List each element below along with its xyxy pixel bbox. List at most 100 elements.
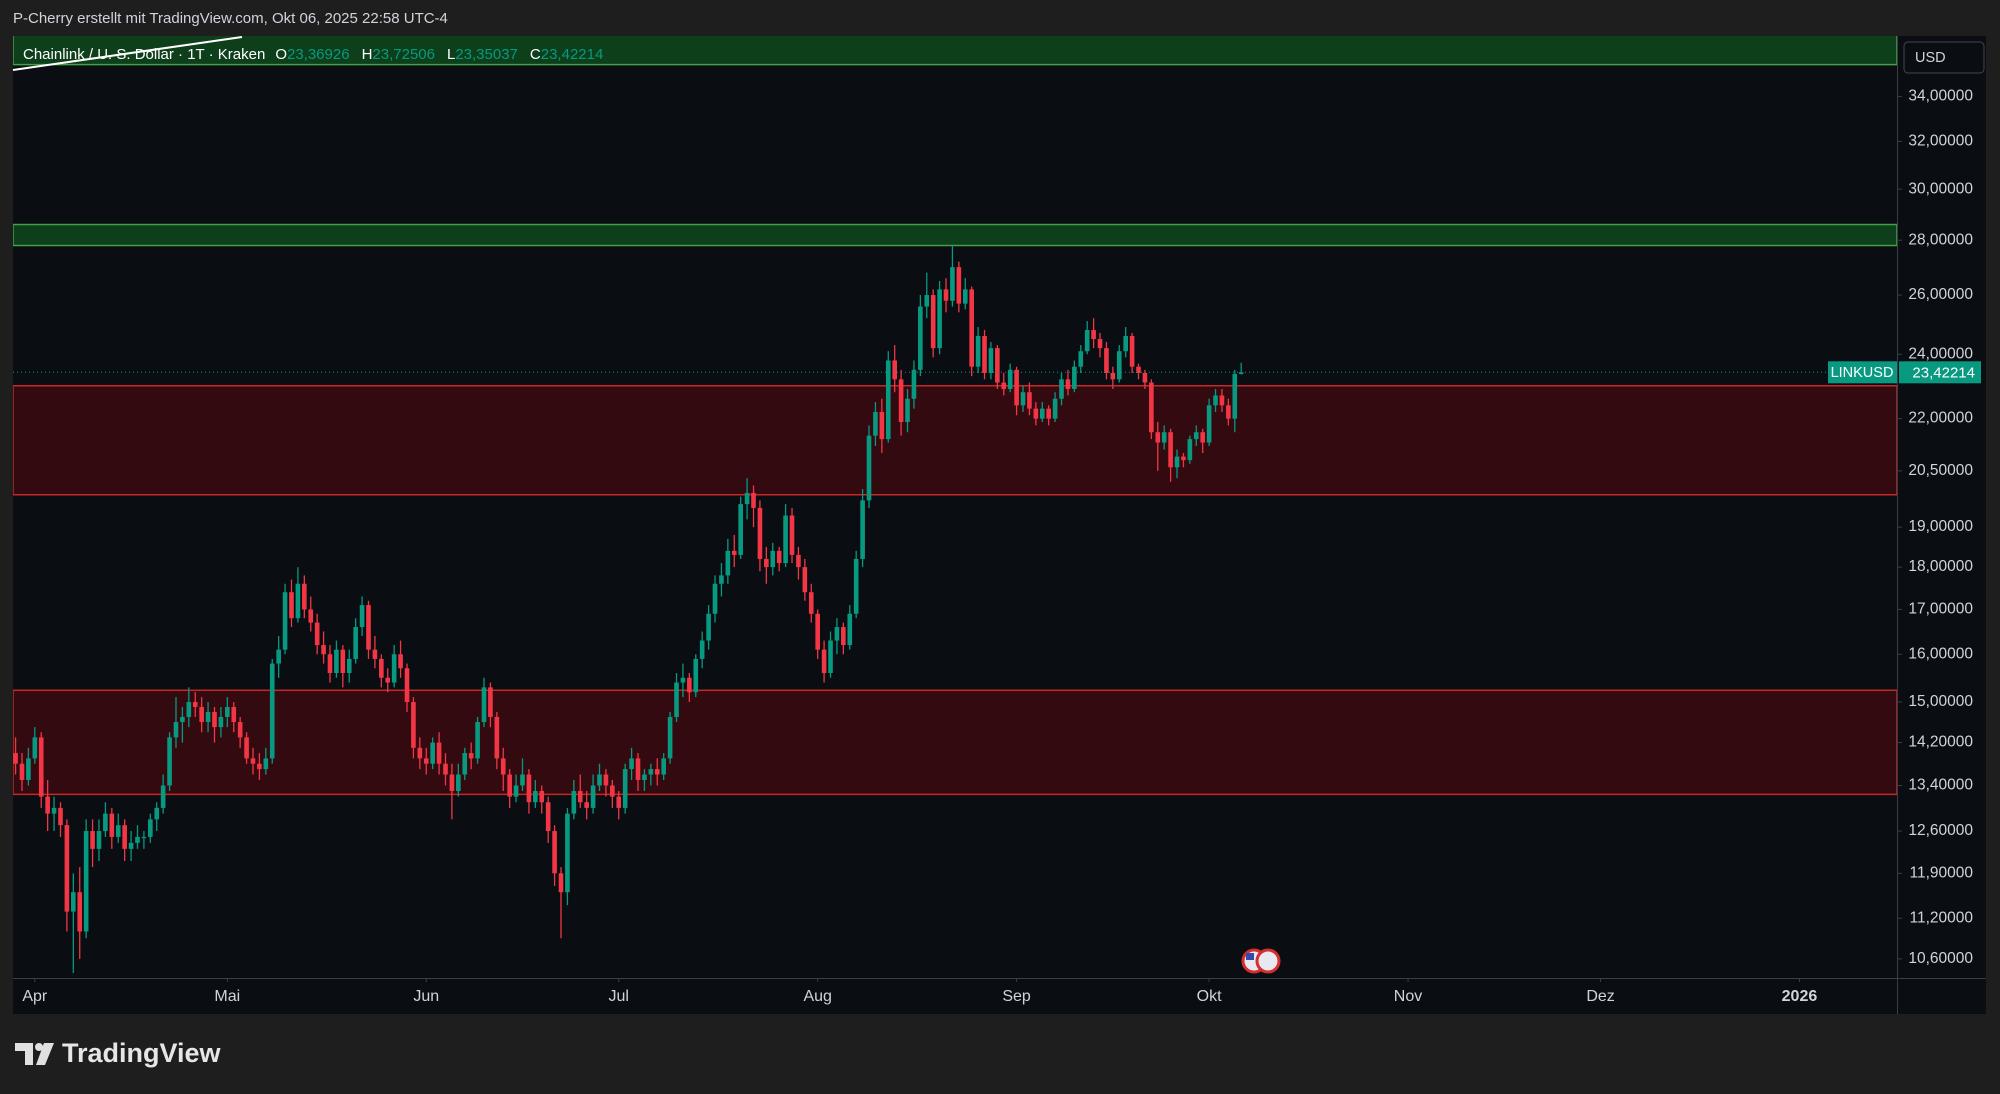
candle-body [96,831,102,849]
candle-body [808,592,814,614]
candle-body [398,654,403,669]
candle-body [610,785,615,797]
ticker-badge [1828,361,1897,384]
legend-value: 23,72506 [372,46,435,63]
currency-button[interactable] [1903,41,1985,74]
candle-body [674,682,679,717]
candle-body [1110,373,1116,380]
candle-body [853,558,859,614]
price-axis [1898,36,1986,1014]
candle-body [1142,373,1148,383]
ticker-label: LINKUSD [1831,365,1894,381]
candle-body [122,825,127,849]
candle-body [1065,379,1071,389]
y-tick-label: 30,00000 [1908,180,1973,197]
y-tick-label: 20,50000 [1908,462,1973,479]
candle-body [635,758,641,780]
candle-body [776,550,782,564]
candle-body [1206,405,1212,443]
event-flag[interactable] [1255,948,1281,974]
candle-body [924,295,930,307]
candle-body [115,825,121,837]
candle-body [905,398,910,423]
candle-body [488,687,493,717]
candle-body [687,677,692,693]
candle-body [32,737,38,759]
zone [13,689,1897,796]
candle-body [263,758,269,770]
x-tick-label: 2026 [1782,988,1818,1005]
candle-body [192,702,198,707]
x-tick-label: Okt [1197,988,1222,1005]
candle-body [1168,432,1173,468]
candle-body [520,774,525,786]
candle-body [1136,366,1141,374]
y-tick-label: 19,00000 [1908,518,1973,535]
candle-body [584,802,589,808]
x-tick-label: Aug [803,988,831,1005]
candle-body [1213,395,1218,406]
y-tick-label: 11,90000 [1910,864,1974,881]
candle-body [1097,339,1103,349]
candle-body [629,758,634,770]
candle-body [225,706,230,717]
candle-body [1033,408,1039,419]
candle-body [1219,395,1225,406]
y-tick-label: 22,00000 [1908,410,1973,427]
candle-body [13,753,18,764]
candle-body [295,583,301,619]
candle-body [1052,398,1058,419]
y-tick-label: 18,00000 [1908,558,1973,575]
candle-body [950,267,955,301]
candle-body [346,658,352,674]
candle-body [340,649,346,674]
legend: Chainlink / U. S. Dollar · 1T · Kraken O2… [23,46,603,63]
candle-body [180,716,185,723]
candle-body [1149,382,1154,433]
candle-body [1116,351,1122,380]
candle-body [128,842,134,849]
candle-body [1039,408,1045,419]
candle-body [642,774,647,780]
candle-body [770,550,776,568]
candle-body [64,825,70,912]
candle-body [956,267,962,304]
currency-label: USD [1915,50,1946,66]
candle-body [135,836,140,843]
candle-body [449,774,455,792]
candle-body [680,677,686,683]
y-tick-label: 10,60000 [1908,950,1973,967]
y-tick-label: 12,60000 [1908,822,1973,839]
candle-body [654,769,660,775]
candle-body [526,774,532,803]
candle-body [83,831,89,932]
y-tick-label: 17,00000 [1908,601,1973,618]
candle-body [1007,369,1013,389]
candle-body [603,774,609,786]
price-badge [1899,361,1981,384]
candle-body [731,550,737,555]
candle-body [90,831,95,849]
candle-body [860,500,865,559]
candle-body [359,605,365,628]
candle-body [533,791,538,803]
candle-body [558,873,564,893]
x-tick-label: Sep [1002,988,1031,1005]
candle-body [212,711,217,728]
candle-body [789,515,795,555]
candle-body [802,567,808,593]
caption: P-Cherry erstellt mit TradingView.com, O… [13,10,448,27]
candle-body [834,627,840,641]
candle-body [19,763,25,780]
last-price-label: 23,42214 [1912,364,1975,381]
candle-body [751,492,756,508]
event-flags [1241,948,1281,974]
candle-body [276,649,281,664]
candle-body [468,753,474,759]
candle-body [45,796,50,814]
candle-body [1014,369,1019,406]
candle-body [77,892,83,932]
candle-body [475,722,480,759]
candle-body [327,654,333,674]
candle-body [148,819,153,837]
